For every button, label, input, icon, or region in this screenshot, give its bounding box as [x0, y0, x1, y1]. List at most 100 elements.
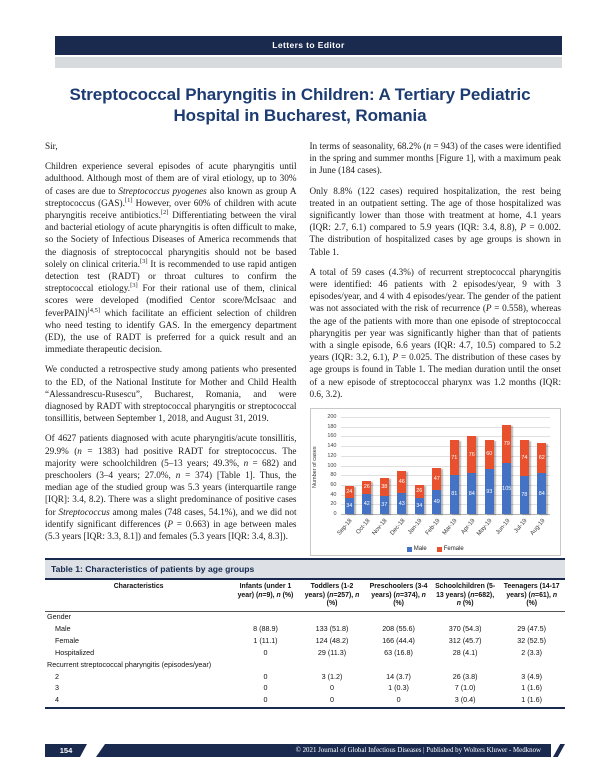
y-tick-label: 0: [333, 511, 337, 518]
cell-value: 312 (45.7): [448, 636, 482, 646]
paragraph: We conducted a retrospective study among…: [45, 364, 297, 424]
table-row: Female 1 (11.1) 124 (48.2) 166 (44.4) 312 (4…: [45, 636, 565, 648]
y-tick-label: 80: [330, 472, 337, 479]
gridline: [340, 465, 550, 467]
row-label: 2: [55, 671, 59, 681]
cell-value: 166 (44.4): [382, 636, 415, 646]
cell-value: [232, 659, 299, 671]
bar-segment: 24: [344, 485, 354, 498]
bar-segment: 49: [432, 490, 442, 515]
bar-segment: 42: [362, 493, 372, 515]
cell-value: 3 (4.9): [521, 671, 543, 681]
cell-value: 0: [330, 695, 335, 705]
bar-segment: 84: [467, 473, 477, 515]
cell-value: [299, 659, 366, 671]
cell-value: 133 (51.8): [315, 624, 349, 634]
y-tick-label: 100: [327, 462, 337, 469]
stacked-bar: 43 46: [397, 470, 407, 515]
column-header: Teenagers (14-17 years) (n=61), n (%): [503, 583, 560, 608]
table-row: Hospitalized 0 29 (11.3) 63 (16.8) 28 (4.1) 2…: [45, 647, 565, 659]
legend-swatch: [406, 546, 412, 552]
page-number: 154: [45, 744, 87, 757]
gridline: [340, 484, 550, 486]
cell-value: 63 (16.8): [384, 647, 413, 657]
bar-segment: 79: [502, 424, 512, 464]
cell-value: [432, 611, 499, 623]
bar-segment: 105: [502, 463, 512, 515]
cell-value: 1 (1.6): [521, 695, 543, 705]
column-header: Preschoolers (3-4 years) (n=374), n (%): [369, 583, 428, 608]
y-tick-label: 160: [327, 433, 337, 440]
cell-value: 3 (1.2): [321, 671, 343, 681]
left-column: Sir, Children experience several episode…: [45, 140, 297, 570]
cell-value: 8 (88.9): [253, 624, 278, 634]
gridline: [340, 436, 550, 438]
cell-value: [365, 659, 432, 671]
y-tick-label: 120: [327, 452, 337, 459]
legend-item: Male: [406, 546, 427, 553]
bar-segment: 43: [397, 493, 407, 515]
bar-segment: 60: [484, 439, 494, 469]
y-tick-label: 200: [327, 414, 337, 421]
cell-value: [365, 611, 432, 623]
stacked-bar: 84 62: [537, 443, 547, 515]
paragraph: A total of 59 cases (4.3%) of recurrent …: [309, 266, 562, 399]
cell-value: 14 (3.7): [386, 671, 411, 681]
cell-value: 208 (55.6): [382, 624, 415, 634]
stacked-bar: 49 47: [432, 467, 442, 515]
chart-legend: Male Female: [311, 546, 561, 552]
table-row: 2 0 3 (1.2) 14 (3.7) 26 (3.8) 3 (4.9): [45, 671, 565, 683]
bar-segment: 37: [379, 496, 389, 515]
page-footer: 154 © 2021 Journal of Global Infectious …: [0, 744, 600, 757]
bar-segment: 38: [379, 477, 389, 497]
characteristics-table: Characteristics Infants (under 1 year) (n…: [45, 580, 565, 709]
gridline: [340, 494, 550, 496]
chart-y-axis-label: Number of cases: [311, 446, 318, 488]
table-row: 3 0 0 1 (0.3) 7 (1.0) 1 (1.6): [45, 683, 565, 695]
copyright-bar: © 2021 Journal of Global Infectious Dise…: [96, 744, 551, 757]
gridline: [340, 475, 550, 477]
section-banner: Letters to Editor: [55, 36, 562, 55]
table-row: Gender: [45, 611, 565, 623]
row-label: Gender: [47, 612, 71, 622]
bar-segment: 71: [449, 440, 459, 475]
bar-segment: 34: [414, 497, 424, 515]
cell-value: 124 (48.2): [315, 636, 349, 646]
y-tick-label: 180: [327, 423, 337, 430]
cell-value: 26 (3.8): [452, 671, 478, 681]
gridline: [340, 455, 550, 457]
row-label: 3: [55, 683, 59, 693]
cell-value: 28 (4.1): [452, 647, 478, 657]
cell-value: 370 (54.3): [448, 624, 482, 634]
cell-value: 0: [263, 647, 268, 657]
cell-value: 32 (52.5): [517, 636, 547, 646]
bar-segment: 84: [537, 473, 547, 515]
cell-value: 3 (0.4): [454, 695, 476, 705]
bar-segment: 26: [414, 484, 424, 498]
row-label: 4: [55, 695, 59, 705]
bar-segment: 81: [449, 474, 459, 515]
cell-value: 2 (3.3): [521, 647, 543, 657]
table-title: Table 1: Characteristics of patients by …: [45, 558, 565, 580]
bar-segment: 34: [344, 497, 354, 515]
legend-swatch: [436, 546, 442, 552]
y-tick-label: 140: [327, 443, 337, 450]
cell-value: 1 (0.3): [388, 683, 409, 693]
cell-value: 29 (47.5): [517, 624, 547, 634]
table-row: Recurrent streptococcal pharyngitis (epi…: [45, 659, 565, 671]
paragraph: Children experience several episodes of …: [45, 161, 297, 355]
stacked-bar: 81 71: [449, 440, 459, 515]
column-header: Schoolchildren (5-13 years) (n=682), n (…: [435, 583, 496, 608]
bar-segment: 76: [467, 436, 477, 474]
bar-segment: 78: [519, 476, 529, 515]
y-tick-label: 60: [330, 481, 337, 488]
paragraph: Only 8.8% (122 cases) required hospitali…: [309, 185, 562, 257]
column-header: Characteristics: [113, 583, 164, 590]
cell-value: 29 (11.3): [317, 647, 347, 657]
cell-value: 7 (1.0): [454, 683, 476, 693]
cell-value: 0: [263, 695, 268, 705]
table-row: 4 0 0 0 3 (0.4) 1 (1.6): [45, 695, 565, 708]
article-body: Sir, Children experience several episode…: [45, 140, 561, 570]
cell-value: [498, 611, 565, 623]
legend-label: Male: [413, 546, 427, 553]
